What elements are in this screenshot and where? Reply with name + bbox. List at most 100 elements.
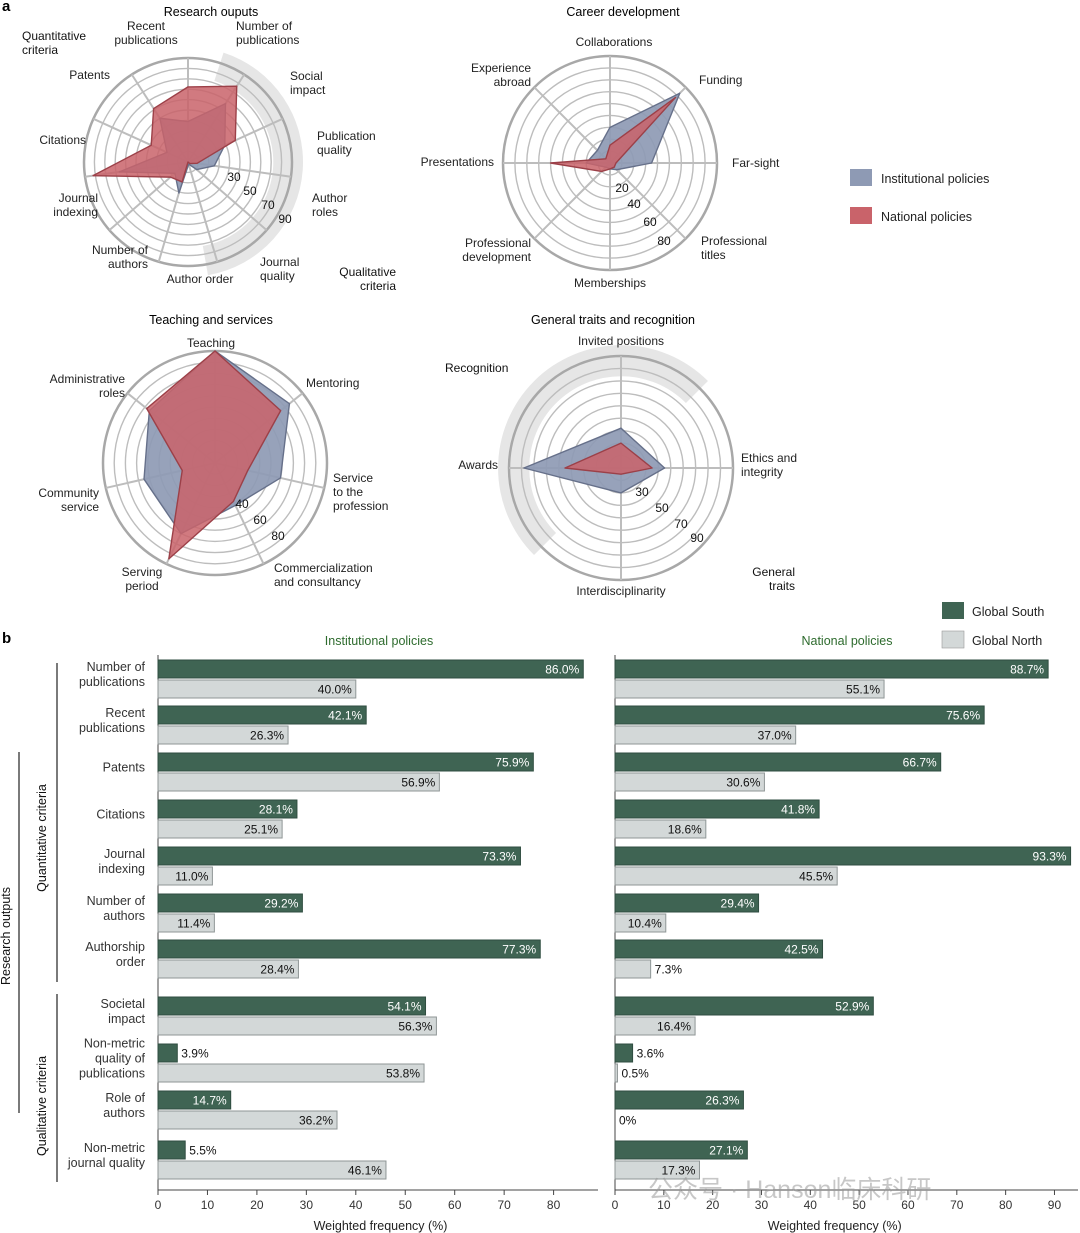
x-tick-label: 0 bbox=[612, 1198, 619, 1212]
radar-axis-label: Number of authors bbox=[92, 243, 149, 271]
bar-value-label-global-south: 52.9% bbox=[835, 1000, 869, 1014]
bar-value-label-global-south: 93.3% bbox=[1033, 850, 1067, 864]
bar-global-south bbox=[614, 846, 1072, 866]
radar-ring-label: 60 bbox=[253, 513, 267, 527]
qualitative-criteria-vertical-label: Qualitative criteria bbox=[35, 1056, 49, 1156]
bar-value-label-global-south: 41.8% bbox=[781, 803, 815, 817]
radar-axis-label: Administrative roles bbox=[50, 372, 126, 400]
bar-global-north bbox=[614, 913, 667, 933]
bar-global-south bbox=[157, 705, 367, 725]
radar-spoke bbox=[187, 161, 219, 263]
bar-value-label-global-north: 53.8% bbox=[386, 1067, 420, 1081]
radar-teaching_and_services: Teaching and services Teaching Mentoring Se… bbox=[38, 313, 388, 593]
bar-global-south bbox=[614, 1140, 748, 1160]
recognition-label: Recognition bbox=[445, 361, 508, 375]
general-traits-label: General traits bbox=[752, 565, 795, 593]
radar-axis-label: Journal quality bbox=[260, 255, 299, 283]
x-tick-label: 50 bbox=[399, 1198, 413, 1212]
bar-value-label-global-north: 25.1% bbox=[244, 823, 278, 837]
radar-ring-label: 30 bbox=[227, 170, 241, 184]
x-tick-label: 50 bbox=[852, 1198, 866, 1212]
bar-global-south bbox=[614, 752, 942, 772]
x-tick-label: 60 bbox=[448, 1198, 462, 1212]
bar-category-label: Number of authors bbox=[87, 894, 146, 923]
bar-value-label-global-south: 66.7% bbox=[903, 756, 937, 770]
radar-axis-label: Author order bbox=[167, 272, 234, 286]
bar-value-label-global-north: 11.0% bbox=[175, 870, 208, 884]
bar-global-north bbox=[157, 1063, 425, 1083]
bar-chart-title: National policies bbox=[801, 634, 892, 648]
bar-value-label-global-north: 30.6% bbox=[726, 776, 760, 790]
radar-axis-label: Community service bbox=[38, 486, 99, 514]
radar-ring-label: 70 bbox=[674, 517, 688, 531]
bar-global-south bbox=[157, 1090, 232, 1110]
radar-axis-label: Social impact bbox=[290, 69, 326, 97]
bar-category-label: Journal indexing bbox=[98, 847, 145, 876]
radar-axis-label: Publication quality bbox=[317, 129, 376, 157]
x-tick-label: 80 bbox=[547, 1198, 561, 1212]
bar-global-south bbox=[614, 1090, 744, 1110]
radar-ring-label: 50 bbox=[655, 501, 669, 515]
bar-global-north bbox=[614, 1016, 696, 1036]
bar-category-label: Authorship order bbox=[85, 940, 145, 969]
bar-category-label: Number of publications bbox=[79, 660, 146, 689]
radar-series-national bbox=[564, 442, 653, 475]
sector-labels: Quantitative criteria Qualitative criteria… bbox=[22, 29, 795, 593]
bar-global-north bbox=[614, 1160, 700, 1180]
bar-value-label-global-south: 29.4% bbox=[721, 897, 755, 911]
bar-value-label-global-north: 10.4% bbox=[628, 917, 662, 931]
radar-axis-label: Ethics and integrity bbox=[741, 451, 797, 479]
radar-title: Career development bbox=[566, 5, 680, 19]
radar-axis-label: Recent publications bbox=[114, 19, 177, 47]
bar-value-label-global-north: 36.2% bbox=[299, 1114, 333, 1128]
panel-label-a: a bbox=[2, 0, 11, 15]
bar-global-north bbox=[157, 1016, 437, 1036]
bar-value-label-global-south: 42.1% bbox=[328, 709, 362, 723]
radar-ring-label: 90 bbox=[278, 212, 292, 226]
group-brackets: Research outputs Quantitative criteria Q… bbox=[0, 663, 58, 1182]
radar-axis-label: Interdisciplinarity bbox=[576, 584, 665, 598]
bar-value-label-global-north: 56.9% bbox=[401, 776, 435, 790]
x-axis-title: Weighted frequency (%) bbox=[314, 1219, 448, 1233]
bar-global-south bbox=[157, 1043, 178, 1063]
x-tick-label: 10 bbox=[657, 1198, 671, 1212]
bar-global-south bbox=[157, 939, 541, 959]
bar-global-south bbox=[614, 939, 824, 959]
radar-axis-label: Professional titles bbox=[701, 234, 767, 262]
x-tick-label: 40 bbox=[804, 1198, 818, 1212]
radar-ring-label: 40 bbox=[627, 197, 641, 211]
bar-value-label-global-south: 73.3% bbox=[482, 850, 516, 864]
bar-global-north bbox=[157, 913, 215, 933]
bar-global-north bbox=[614, 959, 652, 979]
radar-axis-label: Service to the profession bbox=[333, 471, 388, 513]
bar-global-north bbox=[157, 725, 289, 745]
watermark-text: 公众号 · Hanson临床科研 bbox=[648, 1176, 931, 1204]
radar-spoke bbox=[187, 161, 268, 231]
legend-label-global-south: Global South bbox=[972, 605, 1044, 619]
bar-global-south bbox=[157, 996, 427, 1016]
bar-value-label-global-south: 3.6% bbox=[637, 1047, 665, 1061]
bar-value-label-global-south: 14.7% bbox=[193, 1094, 227, 1108]
bar-value-label-global-north: 28.4% bbox=[260, 963, 294, 977]
bar-global-south bbox=[157, 893, 303, 913]
qualitative-criteria-label: Qualitative criteria bbox=[339, 265, 396, 293]
bar-category-label: Role of authors bbox=[103, 1091, 145, 1120]
bar-category-label: Societal impact bbox=[101, 997, 146, 1026]
x-tick-label: 30 bbox=[755, 1198, 769, 1212]
bar-value-label-global-north: 56.3% bbox=[398, 1020, 432, 1034]
bar-value-label-global-north: 0% bbox=[619, 1114, 637, 1128]
bar-value-label-global-south: 75.6% bbox=[946, 709, 980, 723]
legend-swatch-national bbox=[850, 207, 872, 224]
bar-value-label-global-south: 77.3% bbox=[502, 943, 536, 957]
radar-ring-label: 20 bbox=[615, 181, 629, 195]
bar-global-north bbox=[157, 959, 299, 979]
bar-value-label-global-north: 55.1% bbox=[846, 683, 880, 697]
x-tick-label: 20 bbox=[706, 1198, 720, 1212]
legend-swatch-global-south bbox=[942, 602, 964, 619]
x-tick-label: 30 bbox=[300, 1198, 314, 1212]
bar-global-north bbox=[614, 1063, 618, 1083]
bar-value-label-global-north: 0.5% bbox=[621, 1067, 649, 1081]
radar-series-national bbox=[92, 85, 238, 183]
